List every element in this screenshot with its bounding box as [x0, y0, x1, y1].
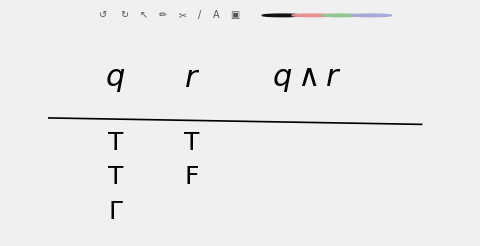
- Text: T: T: [184, 131, 200, 155]
- Circle shape: [351, 14, 392, 17]
- Circle shape: [292, 14, 332, 17]
- Text: T: T: [108, 165, 123, 189]
- Text: $q \wedge r$: $q \wedge r$: [272, 62, 342, 94]
- Text: T: T: [108, 131, 123, 155]
- Text: ✂: ✂: [179, 10, 186, 20]
- Text: ↖: ↖: [140, 10, 148, 20]
- Text: A: A: [213, 10, 219, 20]
- Text: Γ: Γ: [108, 200, 122, 224]
- Text: ↻: ↻: [121, 10, 129, 20]
- Text: ▣: ▣: [230, 10, 240, 20]
- Circle shape: [262, 14, 302, 17]
- Text: $q$: $q$: [105, 62, 125, 94]
- Text: ↺: ↺: [99, 10, 107, 20]
- Circle shape: [322, 14, 362, 17]
- Text: /: /: [198, 10, 201, 20]
- Text: F: F: [185, 165, 199, 189]
- Text: $r$: $r$: [184, 62, 200, 94]
- Text: ✏: ✏: [159, 10, 167, 20]
